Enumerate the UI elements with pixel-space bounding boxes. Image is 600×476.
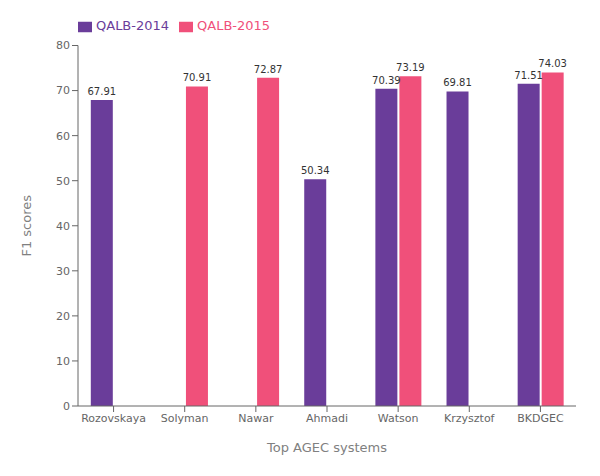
html-text:QALB-2014: QALB-2014	[96, 18, 170, 33]
svg-text:70.39: 70.39	[372, 75, 401, 86]
svg-text:80: 80	[56, 39, 70, 52]
svg-text:40: 40	[56, 220, 70, 233]
svg-text:67.91: 67.91	[87, 86, 116, 97]
svg-text:Top AGEC systems: Top AGEC systems	[266, 440, 387, 455]
html-text:QALB-2015: QALB-2015	[197, 18, 271, 33]
svg-text:70.91: 70.91	[183, 72, 212, 83]
svg-text:0: 0	[63, 400, 70, 413]
svg-text:30: 30	[56, 265, 70, 278]
svg-text:72.87: 72.87	[254, 64, 283, 75]
svg-text:F1 scores: F1 scores	[19, 195, 34, 257]
svg-text:73.19: 73.19	[396, 62, 425, 73]
svg-text:20: 20	[56, 310, 70, 323]
svg-text:Krzysztof: Krzysztof	[444, 412, 496, 425]
svg-text:10: 10	[56, 355, 70, 368]
svg-text:69.81: 69.81	[443, 77, 472, 88]
svg-text:Ahmadi: Ahmadi	[306, 412, 348, 425]
svg-text:50.34: 50.34	[301, 165, 330, 176]
svg-text:Watson: Watson	[378, 412, 419, 425]
svg-text:Solyman: Solyman	[161, 412, 209, 425]
svg-text:70: 70	[56, 84, 70, 97]
svg-text:BKDGEC: BKDGEC	[517, 412, 564, 425]
svg-text:Nawar: Nawar	[238, 412, 274, 425]
svg-text:74.03: 74.03	[538, 58, 567, 69]
svg-text:50: 50	[56, 175, 70, 188]
svg-text:71.51: 71.51	[514, 70, 543, 81]
svg-text:Rozovskaya: Rozovskaya	[81, 412, 146, 425]
svg-text:60: 60	[56, 130, 70, 143]
